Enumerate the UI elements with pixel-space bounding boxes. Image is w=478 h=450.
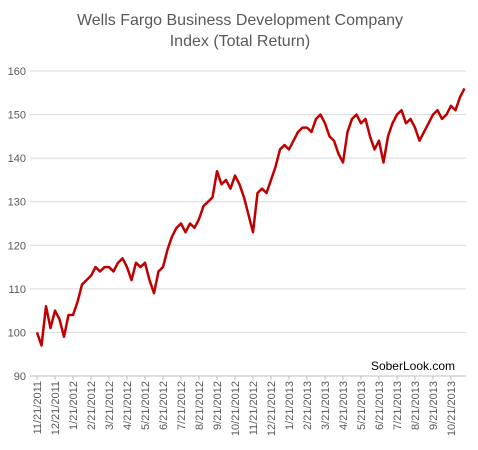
x-tick-label: 10/21/2013 bbox=[446, 381, 458, 436]
x-tick-label: 10/21/2012 bbox=[230, 381, 242, 436]
x-tick-label: 3/21/2012 bbox=[104, 381, 116, 430]
x-tick-label: 9/21/2013 bbox=[428, 381, 440, 430]
y-tick-label: 110 bbox=[8, 284, 26, 296]
x-tick-label: 8/21/2012 bbox=[194, 381, 206, 430]
x-tick-label: 11/21/2011 bbox=[32, 381, 44, 434]
x-tick-label: 12/21/2011 bbox=[50, 381, 62, 435]
x-tick-label: 6/21/2012 bbox=[158, 381, 170, 430]
annotation: SoberLook.com bbox=[371, 359, 455, 373]
x-tick-label: 11/21/2012 bbox=[248, 381, 260, 435]
x-tick-label: 12/21/2012 bbox=[266, 381, 278, 436]
x-tick-label: 2/21/2013 bbox=[302, 381, 314, 430]
y-tick-label: 100 bbox=[8, 327, 26, 339]
chart-title: Wells Fargo Business Development Company… bbox=[77, 12, 403, 50]
y-tick-label: 120 bbox=[8, 240, 26, 252]
x-tick-label: 1/21/2012 bbox=[68, 381, 80, 430]
x-tick-label: 5/21/2012 bbox=[140, 381, 152, 430]
x-tick-label: 8/21/2013 bbox=[410, 381, 422, 430]
x-tick-label: 4/21/2012 bbox=[122, 381, 134, 430]
x-tick-label: 4/21/2013 bbox=[338, 381, 350, 430]
y-tick-label: 160 bbox=[8, 66, 26, 78]
y-tick-label: 90 bbox=[14, 371, 26, 383]
x-tick-label: 9/21/2012 bbox=[212, 381, 224, 430]
y-tick-label: 150 bbox=[8, 110, 26, 122]
y-tick-label: 140 bbox=[8, 153, 26, 165]
x-tick-label: 1/21/2013 bbox=[284, 381, 296, 430]
y-tick-label: 130 bbox=[8, 197, 26, 209]
x-tick-label: 6/21/2013 bbox=[374, 381, 386, 430]
x-tick-label: 7/21/2013 bbox=[392, 381, 404, 430]
x-tick-label: 7/21/2012 bbox=[176, 381, 188, 430]
x-tick-label: 5/21/2013 bbox=[356, 381, 368, 430]
x-tick-label: 3/21/2013 bbox=[320, 381, 332, 430]
data-line bbox=[35, 87, 466, 347]
x-tick-label: 2/21/2012 bbox=[86, 381, 98, 430]
